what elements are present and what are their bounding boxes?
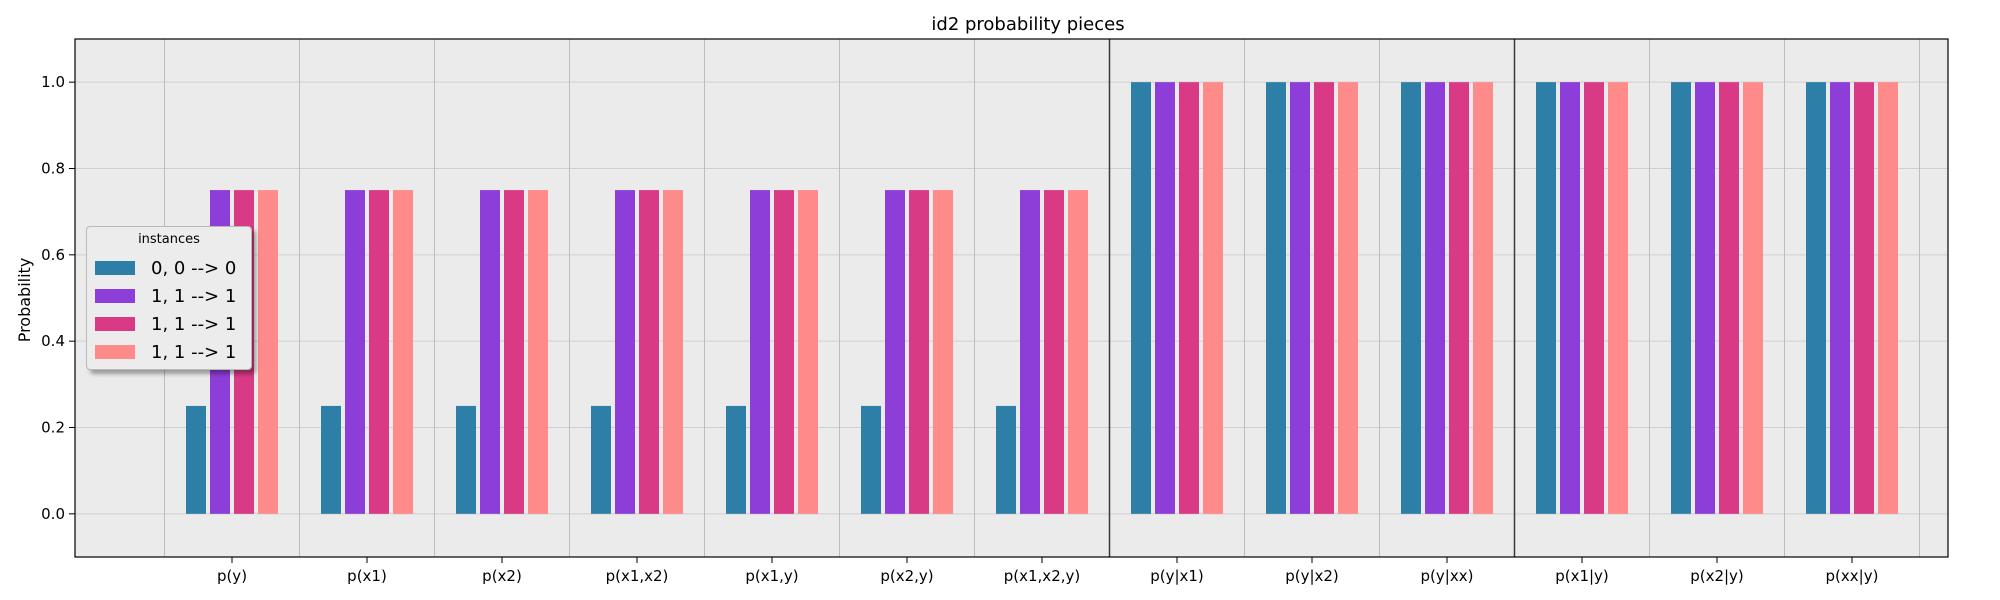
y-tick-label: 0.8 bbox=[41, 160, 65, 178]
bar bbox=[1290, 82, 1310, 514]
bar bbox=[996, 405, 1016, 514]
x-tick-label: p(x1) bbox=[347, 567, 387, 585]
bar bbox=[456, 405, 476, 514]
x-tick-label: p(xx|y) bbox=[1826, 567, 1879, 585]
bar bbox=[528, 190, 548, 514]
bar bbox=[1806, 82, 1826, 514]
bar bbox=[1536, 82, 1556, 514]
bar bbox=[345, 190, 365, 514]
legend-label: 1, 1 --> 1 bbox=[151, 285, 237, 307]
y-tick-label: 0.0 bbox=[41, 505, 65, 523]
bar bbox=[663, 190, 683, 514]
bar bbox=[1473, 82, 1493, 514]
chart-title: id2 probability pieces bbox=[931, 14, 1124, 35]
bar bbox=[591, 405, 611, 514]
bar bbox=[1266, 82, 1286, 514]
bar bbox=[1449, 82, 1469, 514]
bar bbox=[774, 190, 794, 514]
x-tick-label: p(x1,x2,y) bbox=[1004, 567, 1080, 585]
x-tick-label: p(y) bbox=[217, 567, 247, 585]
legend: instances 0, 0 --> 0 1, 1 --> 1 1, 1 -->… bbox=[86, 226, 252, 370]
bar bbox=[750, 190, 770, 514]
bar bbox=[1608, 82, 1628, 514]
legend-item: 1, 1 --> 1 bbox=[95, 313, 236, 335]
bar bbox=[1020, 190, 1040, 514]
bar bbox=[1401, 82, 1421, 514]
x-tick-label: p(x2) bbox=[482, 567, 522, 585]
x-tick-label: p(x1,x2) bbox=[606, 567, 669, 585]
legend-item: 1, 1 --> 1 bbox=[95, 285, 236, 307]
legend-label: 0, 0 --> 0 bbox=[151, 257, 237, 279]
bar bbox=[1203, 82, 1223, 514]
bar bbox=[1584, 82, 1604, 514]
bar bbox=[1131, 82, 1151, 514]
bar bbox=[861, 405, 881, 514]
bar bbox=[1068, 190, 1088, 514]
y-tick-label: 0.2 bbox=[41, 419, 65, 437]
bar bbox=[186, 405, 206, 514]
bar bbox=[798, 190, 818, 514]
bar bbox=[1830, 82, 1850, 514]
bar bbox=[615, 190, 635, 514]
bar bbox=[933, 190, 953, 514]
bar bbox=[909, 190, 929, 514]
legend-label: 1, 1 --> 1 bbox=[151, 341, 237, 363]
legend-title: instances bbox=[138, 232, 200, 247]
bar-layer bbox=[186, 82, 1898, 514]
x-tick-label: p(y|x1) bbox=[1150, 567, 1204, 585]
bar bbox=[393, 190, 413, 514]
bar bbox=[504, 190, 524, 514]
x-tick-labels: p(y) p(x1) p(x2) p(x1,x2) p(x1,y) p(x2,y) p(x1… bbox=[217, 557, 1879, 585]
x-tick-label: p(x2,y) bbox=[880, 567, 933, 585]
x-tick-label: p(y|xx) bbox=[1421, 567, 1474, 585]
y-tick-labels: 0.0 0.2 0.4 0.6 0.8 1.0 bbox=[41, 73, 75, 523]
x-tick-label: p(y|x2) bbox=[1285, 567, 1339, 585]
bar bbox=[1338, 82, 1358, 514]
bar bbox=[1695, 82, 1715, 514]
x-tick-label: p(x1|y) bbox=[1555, 567, 1609, 585]
bar bbox=[1743, 82, 1763, 514]
bar bbox=[1719, 82, 1739, 514]
bar bbox=[1854, 82, 1874, 514]
legend-label: 1, 1 --> 1 bbox=[151, 313, 237, 335]
legend-swatch bbox=[95, 289, 135, 303]
legend-item: 1, 1 --> 1 bbox=[95, 341, 236, 363]
bar bbox=[1560, 82, 1580, 514]
y-tick-label: 0.6 bbox=[41, 246, 65, 264]
bar bbox=[726, 405, 746, 514]
bar bbox=[369, 190, 389, 514]
y-tick-label: 0.4 bbox=[41, 332, 65, 350]
bar bbox=[1671, 82, 1691, 514]
bar bbox=[1314, 82, 1334, 514]
bar bbox=[1425, 82, 1445, 514]
bar bbox=[639, 190, 659, 514]
x-tick-label: p(x1,y) bbox=[745, 567, 798, 585]
legend-swatch bbox=[95, 261, 135, 275]
bar bbox=[1878, 82, 1898, 514]
legend-item: 0, 0 --> 0 bbox=[95, 257, 236, 279]
legend-swatch bbox=[95, 317, 135, 331]
bar bbox=[258, 190, 278, 514]
group-separator-layer bbox=[1108, 39, 1516, 557]
bar bbox=[1155, 82, 1175, 514]
legend-swatch bbox=[95, 345, 135, 359]
bar bbox=[1179, 82, 1199, 514]
bar bbox=[1044, 190, 1064, 514]
bar bbox=[321, 405, 341, 514]
plot-frame bbox=[74, 38, 1949, 558]
bar bbox=[885, 190, 905, 514]
bar bbox=[480, 190, 500, 514]
y-tick-label: 1.0 bbox=[41, 73, 65, 91]
x-tick-label: p(x2|y) bbox=[1690, 567, 1744, 585]
y-axis-label: Probability bbox=[15, 258, 34, 343]
